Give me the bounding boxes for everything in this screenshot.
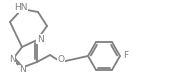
Text: O: O bbox=[57, 55, 64, 64]
Text: N: N bbox=[9, 56, 15, 65]
Text: F: F bbox=[123, 51, 129, 60]
Text: HN: HN bbox=[14, 4, 28, 13]
Text: N: N bbox=[37, 35, 43, 44]
Text: N: N bbox=[19, 66, 25, 75]
